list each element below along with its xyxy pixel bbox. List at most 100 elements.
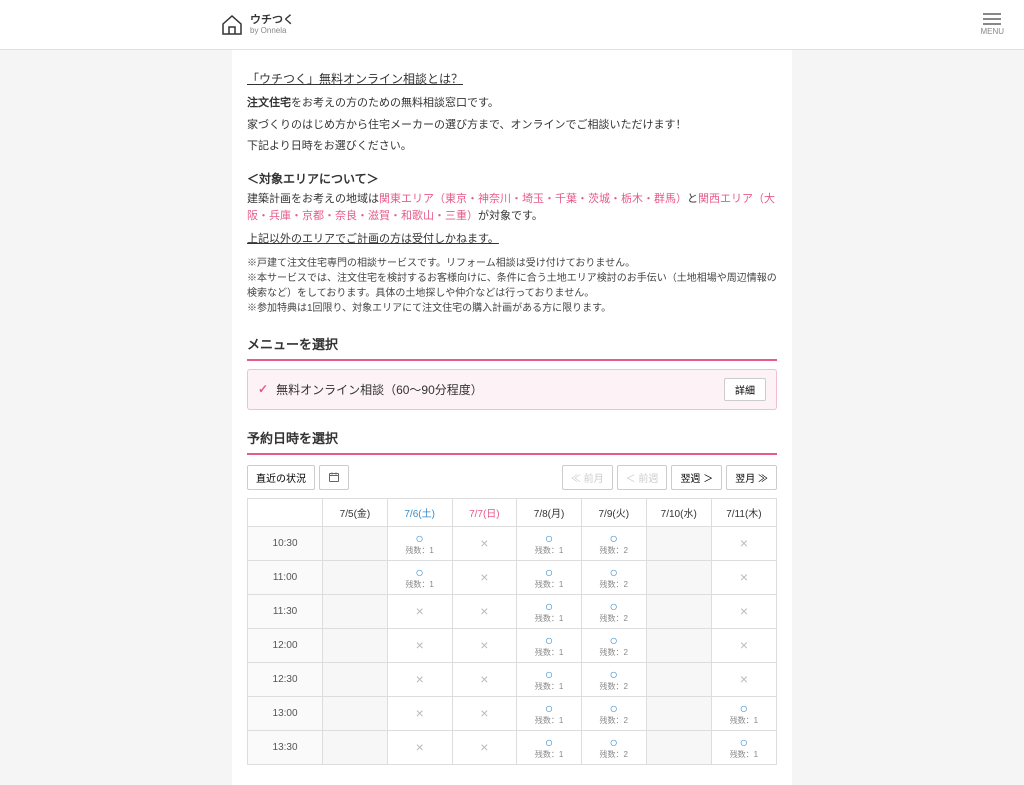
slot-cell: × <box>452 526 517 560</box>
area-heading: ＜対象エリアについて＞ <box>247 170 777 187</box>
slot-cell: × <box>711 628 776 662</box>
slot-cell <box>646 730 711 764</box>
na-icon: × <box>740 637 748 653</box>
na-icon: × <box>740 671 748 687</box>
slot-cell[interactable]: ○残数：1 <box>711 730 776 764</box>
note-2: ※本サービスでは、注文住宅を検討するお客様向けに、条件に合う土地エリア検討のお手… <box>247 271 777 301</box>
slot-cell <box>323 560 388 594</box>
slot-cell: × <box>711 594 776 628</box>
day-header: 7/10(水) <box>646 498 711 526</box>
slot-cell[interactable]: ○残数：2 <box>581 730 646 764</box>
remain-label: 残数：1 <box>730 749 758 760</box>
next-month-button[interactable]: 翌月 ≫ <box>726 465 777 490</box>
day-header: 7/8(月) <box>517 498 582 526</box>
slot-cell: × <box>711 560 776 594</box>
time-cell: 11:00 <box>248 560 323 594</box>
avail-icon: ○ <box>545 667 553 681</box>
slot-cell[interactable]: ○残数：2 <box>581 594 646 628</box>
menu-label: MENU <box>980 27 1004 36</box>
slot-cell <box>323 730 388 764</box>
remain-label: 残数：2 <box>600 681 628 692</box>
logo-sub: by Onnela <box>250 26 294 35</box>
logo[interactable]: ウチつく by Onnela <box>220 13 294 37</box>
menu-item[interactable]: ✓ 無料オンライン相談（60〜90分程度） 詳細 <box>247 369 777 410</box>
na-icon: × <box>416 739 424 755</box>
prev-week-button: ＜ 前週 <box>617 465 668 490</box>
slot-cell[interactable]: ○残数：1 <box>517 662 582 696</box>
avail-icon: ○ <box>610 701 618 715</box>
logo-main: ウチつく <box>250 14 294 26</box>
time-cell: 13:30 <box>248 730 323 764</box>
slot-cell <box>646 628 711 662</box>
avail-icon: ○ <box>610 633 618 647</box>
slot-cell[interactable]: ○残数：2 <box>581 662 646 696</box>
day-header: 7/7(日) <box>452 498 517 526</box>
time-cell: 12:30 <box>248 662 323 696</box>
slot-cell[interactable]: ○残数：1 <box>387 560 452 594</box>
na-icon: × <box>480 705 488 721</box>
avail-icon: ○ <box>545 599 553 613</box>
avail-icon: ○ <box>610 565 618 579</box>
calendar-icon <box>328 471 340 483</box>
slot-cell[interactable]: ○残数：1 <box>517 696 582 730</box>
day-header: 7/9(火) <box>581 498 646 526</box>
slot-cell <box>646 526 711 560</box>
remain-label: 残数：1 <box>730 715 758 726</box>
house-icon <box>220 13 244 37</box>
na-icon: × <box>480 739 488 755</box>
area-text: 建築計画をお考えの地域は関東エリア（東京・神奈川・埼玉・千葉・茨城・栃木・群馬）… <box>247 191 777 226</box>
detail-button[interactable]: 詳細 <box>724 378 766 401</box>
na-icon: × <box>480 603 488 619</box>
avail-icon: ○ <box>415 531 423 545</box>
time-header <box>248 498 323 526</box>
slot-cell[interactable]: ○残数：1 <box>517 628 582 662</box>
remain-label: 残数：1 <box>535 681 563 692</box>
slot-cell[interactable]: ○残数：1 <box>517 730 582 764</box>
hamburger-icon <box>983 13 1001 25</box>
slot-cell: × <box>711 662 776 696</box>
menu-section: メニューを選択 ✓ 無料オンライン相談（60〜90分程度） 詳細 <box>247 334 777 410</box>
slot-cell: × <box>387 730 452 764</box>
slot-cell[interactable]: ○残数：2 <box>581 526 646 560</box>
slot-cell: × <box>452 594 517 628</box>
na-icon: × <box>480 535 488 551</box>
remain-label: 残数：1 <box>535 647 563 658</box>
day-header: 7/6(土) <box>387 498 452 526</box>
time-cell: 10:30 <box>248 526 323 560</box>
slot-cell <box>646 560 711 594</box>
slot-cell: × <box>452 696 517 730</box>
slot-cell[interactable]: ○残数：2 <box>581 560 646 594</box>
next-week-button[interactable]: 翌週 ＞ <box>671 465 722 490</box>
slot-cell[interactable]: ○残数：1 <box>517 526 582 560</box>
area-note: 上記以外のエリアでご計画の方は受付しかねます。 <box>247 230 777 246</box>
recent-button[interactable]: 直近の状況 <box>247 465 315 490</box>
note-3: ※参加特典は1回限り、対象エリアにて注文住宅の購入計画がある方に限ります。 <box>247 301 777 316</box>
day-header: 7/5(金) <box>323 498 388 526</box>
na-icon: × <box>480 671 488 687</box>
na-icon: × <box>416 637 424 653</box>
avail-icon: ○ <box>610 531 618 545</box>
slot-cell <box>323 696 388 730</box>
na-icon: × <box>740 569 748 585</box>
menu-button[interactable]: MENU <box>980 13 1004 36</box>
slot-cell[interactable]: ○残数：1 <box>517 560 582 594</box>
slot-cell: × <box>711 526 776 560</box>
slot-cell <box>323 594 388 628</box>
slot-cell[interactable]: ○残数：1 <box>517 594 582 628</box>
remain-label: 残数：2 <box>600 613 628 624</box>
remain-label: 残数：1 <box>405 579 433 590</box>
notes: ※戸建て注文住宅専門の相談サービスです。リフォーム相談は受け付けておりません。 … <box>247 256 777 316</box>
slot-cell <box>323 526 388 560</box>
slot-cell[interactable]: ○残数：1 <box>387 526 452 560</box>
slot-cell[interactable]: ○残数：2 <box>581 628 646 662</box>
calendar-button[interactable] <box>319 465 349 490</box>
remain-label: 残数：1 <box>535 545 563 556</box>
prev-month-button: ≪ 前月 <box>562 465 613 490</box>
slot-cell: × <box>387 594 452 628</box>
intro-link[interactable]: 「ウチつく」無料オンライン相談とは？ <box>247 70 777 87</box>
slot-cell[interactable]: ○残数：1 <box>711 696 776 730</box>
time-cell: 13:00 <box>248 696 323 730</box>
avail-icon: ○ <box>610 599 618 613</box>
slot-cell[interactable]: ○残数：2 <box>581 696 646 730</box>
slot-cell <box>646 594 711 628</box>
